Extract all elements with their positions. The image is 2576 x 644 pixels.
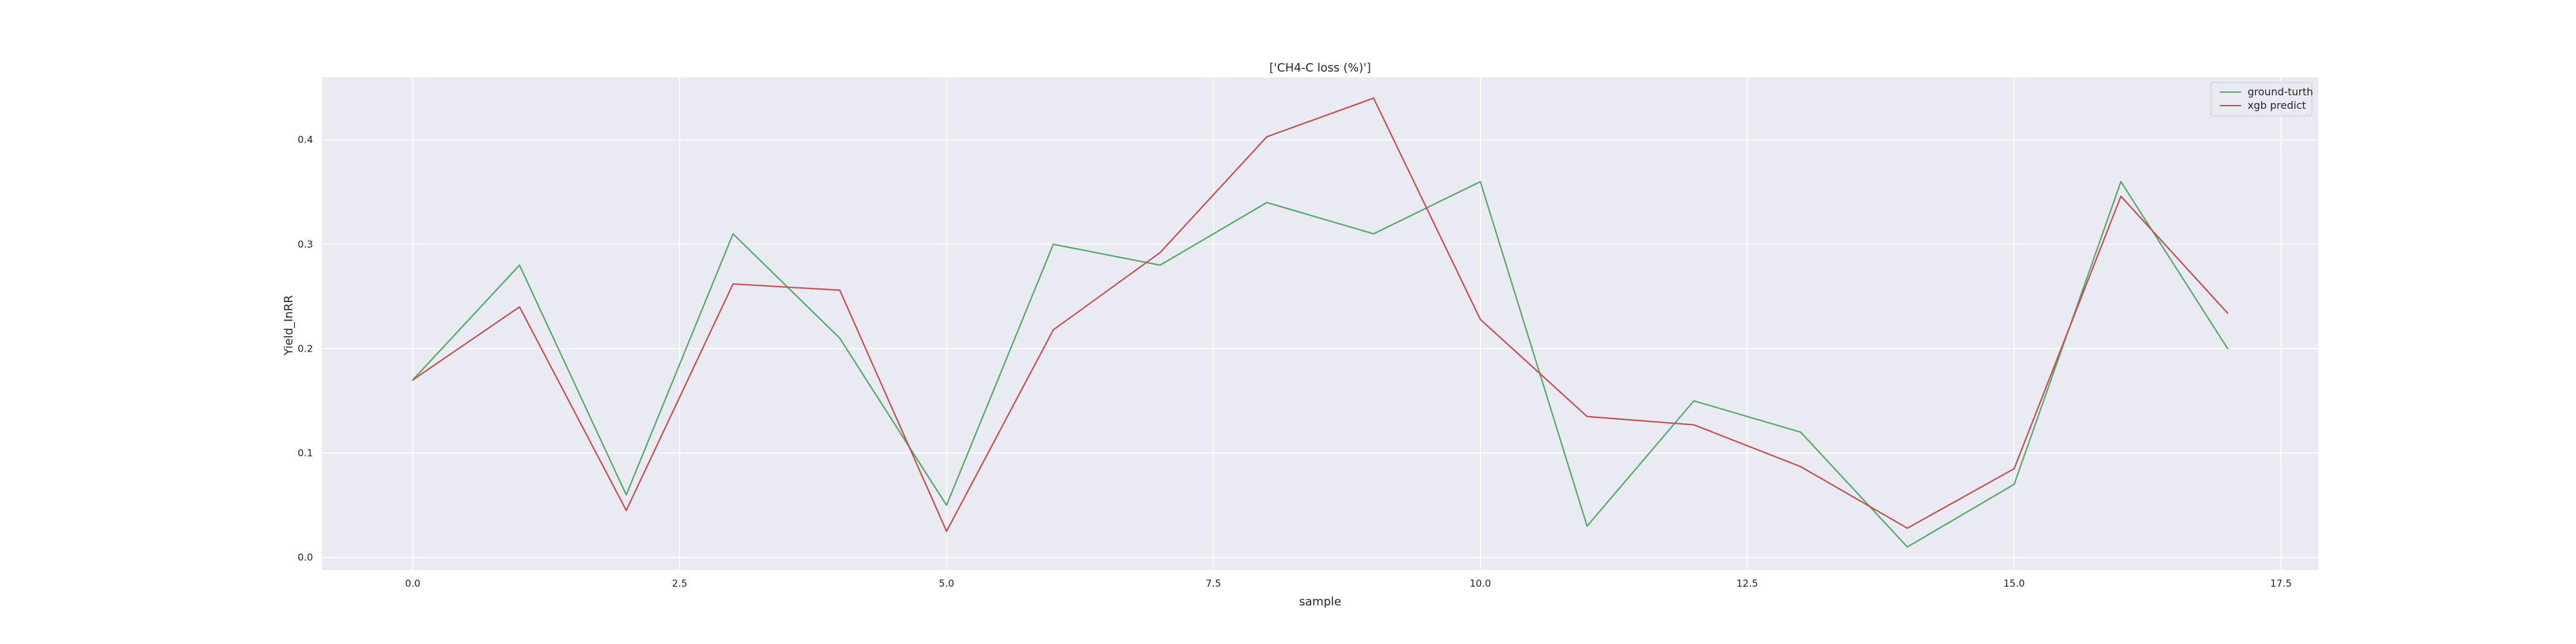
x-axis-label: sample [1299,595,1341,609]
y-tick-label: 0.4 [298,134,313,146]
x-tick-label: 5.0 [939,578,954,589]
x-tick-label: 17.5 [2270,578,2291,589]
legend-label-xgb-predict: xgb predict [2248,99,2306,111]
series-line-xgb-predict [412,97,2229,533]
x-tick-label: 10.0 [1470,578,1491,589]
y-tick-label: 0.3 [298,238,313,250]
series-line-ground-turth [412,180,2229,548]
x-tick-labels: 0.0 2.5 5.0 7.5 10.0 12.5 15.0 17.5 [405,578,2292,589]
grid-lines [322,77,2318,570]
x-tick-label: 12.5 [1736,578,1757,589]
y-tick-label: 0.2 [298,343,313,354]
y-tick-labels: 0.0 0.1 0.2 0.3 0.4 [298,134,313,563]
legend-label-ground-turth: ground-turth [2248,86,2313,98]
x-tick-label: 0.0 [405,578,421,589]
x-tick-label: 2.5 [672,578,687,589]
y-tick-label: 0.1 [298,447,313,459]
y-tick-label: 0.0 [298,552,313,564]
x-tick-label: 15.0 [2003,578,2025,589]
plot-area [322,77,2318,570]
legend: ground-turth xgb predict [2210,82,2313,117]
x-tick-label: 7.5 [1206,578,1221,589]
y-axis-label: Yield_InRR [282,295,296,356]
legend-box [2210,82,2313,117]
chart-title: ['CH4-C loss (%)'] [1269,61,1371,75]
series-lines [412,97,2229,548]
